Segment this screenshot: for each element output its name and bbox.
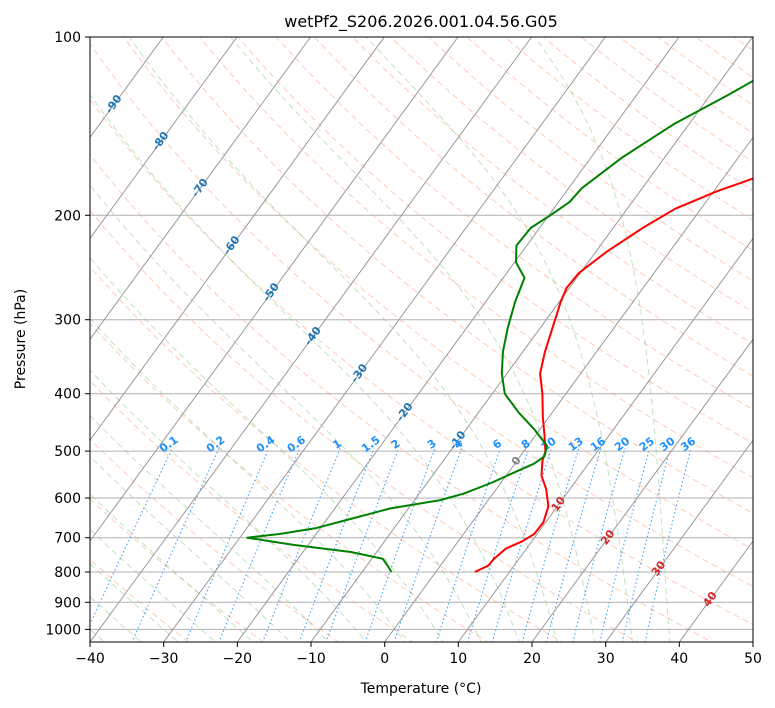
mixing-ratio-line [521, 448, 580, 642]
moist-adiabat-line [128, 37, 558, 642]
dry-adiabat-line [351, 37, 753, 345]
x-tick-label: −30 [149, 651, 179, 667]
moist-adiabat-line [90, 317, 406, 642]
mixing-ratio-line [131, 448, 220, 642]
isotherm-line [90, 37, 533, 642]
x-axis: −40 −30 −20 −10 0 10 20 30 40 50 [75, 642, 762, 667]
y-tick-label: 300 [54, 313, 81, 329]
isotherm-line [457, 237, 753, 642]
mixing-ratio-line [572, 448, 626, 642]
y-tick-label: 800 [54, 565, 81, 581]
mixing-ratio-line [298, 448, 375, 642]
dry-adiabat-line [389, 37, 753, 313]
isotherm-line [310, 37, 753, 642]
mixing-ratio-line [262, 448, 341, 642]
y-tick-label: 1000 [45, 622, 81, 638]
moist-adiabat-line [90, 455, 292, 642]
isotherm-line [90, 37, 312, 341]
mixing-ratio-line [325, 448, 400, 642]
isotherm-line [163, 37, 606, 642]
moist-adiabat-line [90, 562, 179, 642]
moist-adiabat-line [90, 596, 142, 642]
x-tick-label: −40 [75, 651, 105, 667]
moist-adiabat-line [90, 257, 444, 642]
moist-adiabat-line [90, 528, 216, 642]
x-tick-label: −20 [223, 651, 253, 667]
moist-adiabat-line [90, 93, 520, 642]
x-tick-label: 10 [449, 651, 467, 667]
dry-adiabat-line [90, 265, 564, 642]
dry-adiabat-line [90, 322, 489, 642]
isotherm-line [90, 37, 238, 240]
y-tick-label: 500 [54, 444, 81, 460]
dry-adiabat-line [237, 37, 753, 444]
sounding-series-line [246, 79, 753, 573]
x-tick-label: 50 [744, 651, 762, 667]
isotherm-line [236, 37, 680, 642]
x-tick-label: 40 [670, 651, 688, 667]
moist-adiabat-line [90, 493, 254, 642]
mixing-ratio-line [466, 448, 530, 642]
y-tick-label: 200 [54, 208, 81, 224]
x-tick-label: 0 [380, 651, 389, 667]
x-tick-label: 30 [597, 651, 615, 667]
y-axis-label: Pressure (hPa) [13, 289, 29, 389]
plot-frame [89, 36, 754, 643]
moist-adiabat-line [90, 369, 367, 642]
isotherm-line [90, 37, 459, 542]
moist-adiabats [90, 37, 671, 642]
y-tick-label: 100 [54, 30, 81, 46]
moist-adiabat-line [534, 37, 671, 642]
dry-adiabats [90, 37, 753, 642]
mixing-ratio-line [491, 448, 552, 642]
isotherm-line [90, 37, 385, 442]
moist-adiabat-line [229, 37, 596, 642]
y-tick-label: 900 [54, 595, 81, 611]
mixing-ratio-line [218, 448, 301, 642]
y-tick-label: 700 [54, 531, 81, 547]
y-tick-label: 400 [54, 387, 81, 403]
sounding-profiles [246, 79, 753, 573]
dry-adiabat-line [275, 37, 753, 411]
plot-area: -100-90-80-70-60-50-40-30-20-10010203040… [90, 37, 753, 642]
y-axis: 100 200 300 400 500 600 700 800 900 1000 [45, 30, 90, 638]
dry-adiabat-line [90, 438, 340, 642]
dry-adiabat-line [160, 37, 753, 514]
mixing-ratio-labels: 0.1 0.2 0.4 0.6 1 1.5 2 3 4 6 8 10 13 16 20 25 30 36 [157, 433, 698, 455]
isotherm-line [605, 439, 753, 642]
x-axis-label: Temperature (°C) [360, 681, 482, 697]
dry-adiabat-line [90, 498, 265, 642]
pressure-gridlines [90, 37, 753, 630]
chart-title: wetPf2_S206.2026.001.04.56.G05 [284, 12, 558, 32]
x-tick-label: −10 [296, 651, 326, 667]
dry-adiabat-line [90, 98, 753, 626]
dry-adiabat-line [90, 42, 753, 588]
dry-adiabat-line [90, 209, 639, 642]
sounding-series-line [474, 177, 753, 573]
dry-adiabat-line [90, 153, 713, 642]
x-tick-label: 20 [523, 651, 541, 667]
moist-adiabat-line [90, 184, 482, 642]
y-tick-label: 600 [54, 491, 81, 507]
isotherms [90, 37, 753, 642]
